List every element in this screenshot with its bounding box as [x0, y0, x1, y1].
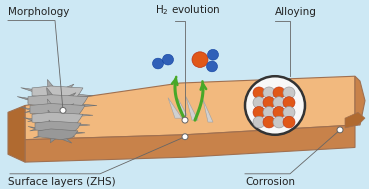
Circle shape [207, 49, 218, 60]
Circle shape [273, 106, 285, 118]
Circle shape [253, 116, 265, 128]
Circle shape [263, 106, 275, 118]
Polygon shape [203, 100, 213, 122]
Text: Morphology: Morphology [8, 7, 69, 17]
Circle shape [253, 97, 265, 108]
Polygon shape [186, 97, 198, 120]
Polygon shape [35, 121, 81, 133]
Circle shape [162, 54, 173, 65]
Polygon shape [17, 88, 97, 120]
Circle shape [60, 107, 66, 113]
Circle shape [182, 117, 188, 123]
Circle shape [263, 87, 275, 99]
Text: Alloying: Alloying [275, 7, 317, 17]
Polygon shape [345, 112, 365, 128]
Polygon shape [32, 112, 83, 125]
Circle shape [283, 87, 295, 99]
Text: H$_2$ evolution: H$_2$ evolution [155, 3, 221, 17]
Circle shape [283, 116, 295, 128]
Text: Surface layers (ZHS): Surface layers (ZHS) [8, 177, 115, 187]
Polygon shape [28, 95, 88, 107]
Polygon shape [355, 76, 365, 125]
Circle shape [182, 134, 188, 140]
Circle shape [263, 97, 275, 108]
Polygon shape [21, 79, 93, 109]
Circle shape [152, 58, 163, 69]
Polygon shape [25, 125, 355, 162]
Polygon shape [28, 120, 85, 143]
Circle shape [283, 106, 295, 118]
Circle shape [273, 87, 285, 99]
Polygon shape [24, 110, 90, 137]
Circle shape [263, 116, 275, 128]
Polygon shape [25, 76, 355, 140]
Text: Corrosion: Corrosion [245, 177, 295, 187]
Polygon shape [178, 99, 187, 115]
Polygon shape [168, 98, 182, 118]
Polygon shape [32, 86, 83, 99]
Polygon shape [8, 105, 25, 162]
Circle shape [337, 127, 343, 133]
Circle shape [253, 106, 265, 118]
Circle shape [245, 76, 305, 135]
Polygon shape [21, 99, 93, 128]
Circle shape [273, 97, 285, 108]
Polygon shape [30, 104, 85, 116]
Circle shape [273, 116, 285, 128]
Circle shape [253, 87, 265, 99]
Circle shape [283, 97, 295, 108]
Polygon shape [38, 129, 78, 140]
Circle shape [207, 61, 217, 72]
Circle shape [192, 52, 208, 67]
